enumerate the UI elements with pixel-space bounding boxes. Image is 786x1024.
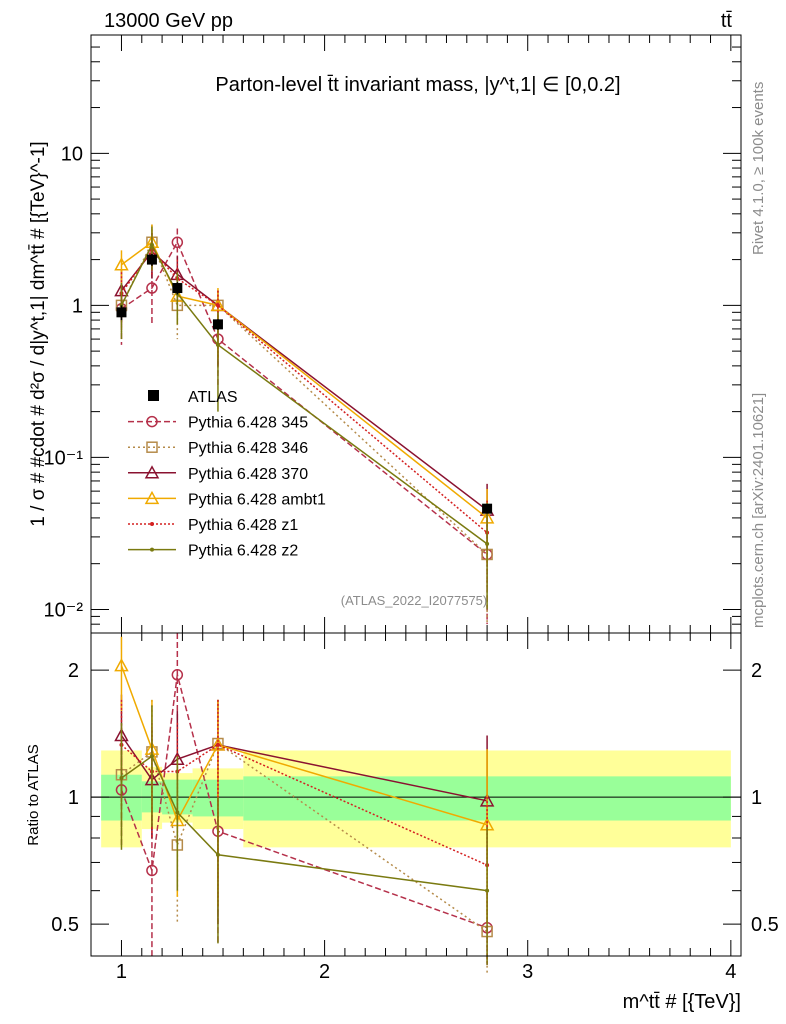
ratio-xtick-label: 1 bbox=[116, 961, 127, 983]
ratio-point bbox=[215, 852, 220, 857]
atlas-point bbox=[146, 254, 157, 265]
main-point bbox=[149, 242, 154, 247]
legend-marker-atlas bbox=[148, 390, 159, 401]
legend-marker bbox=[150, 522, 154, 526]
ratio-point bbox=[175, 810, 180, 815]
header-right: tt̄ bbox=[721, 10, 733, 32]
analysis-watermark: (ATLAS_2022_I2077575) bbox=[341, 593, 487, 608]
legend-marker bbox=[144, 490, 160, 505]
ratio-series bbox=[119, 705, 490, 965]
ratio-point bbox=[215, 742, 220, 747]
main-point bbox=[171, 236, 184, 249]
main-ylabel: 1 / σ # #cdot # d²σ / d|y^t,1| dm^tt̄ # … bbox=[28, 141, 49, 526]
ratio-ytick-label-left: 0.5 bbox=[51, 914, 79, 936]
legend: ATLAS Pythia 6.428 345 Pythia 6.428 346 Pyt… bbox=[128, 389, 326, 560]
ratio-ytick-label-right: 1 bbox=[751, 787, 762, 809]
legend-entry: Pythia 6.428 z2 bbox=[128, 543, 298, 560]
main-point bbox=[215, 342, 220, 347]
ratio-point bbox=[146, 864, 158, 877]
ratio-ytick-label-right: 0.5 bbox=[751, 914, 779, 936]
main-series-line bbox=[120, 240, 488, 555]
main-point bbox=[210, 297, 226, 312]
main-ytick-label: 10 bbox=[61, 143, 83, 165]
main-title: Parton-level t̄t invariant mass, |y^t,1|… bbox=[215, 74, 620, 96]
legend-entry: Pythia 6.428 370 bbox=[128, 465, 308, 483]
atlas-point bbox=[116, 307, 127, 318]
ratio-xtick-label: 4 bbox=[725, 961, 736, 983]
ratio-xtick-label: 3 bbox=[522, 961, 533, 983]
main-ytick-label: 1 bbox=[72, 295, 83, 317]
main-ytick-label: 10⁻² bbox=[44, 599, 84, 621]
x-axis-label: m^tt̄ # [{TeV}] bbox=[623, 991, 741, 1013]
legend-marker bbox=[146, 441, 158, 453]
ratio-xtick-label: 2 bbox=[319, 961, 330, 983]
atlas-point bbox=[212, 319, 223, 330]
ratio-point bbox=[119, 776, 124, 781]
main-panel: 10⁻² 10⁻¹ 1 10 Parton-level t̄t invariant m… bbox=[28, 34, 742, 634]
atlas-point bbox=[172, 283, 183, 294]
rivet-label: Rivet 4.1.0, ≥ 100k events bbox=[750, 82, 767, 255]
ratio-point bbox=[485, 888, 490, 893]
legend-entry: Pythia 6.428 ambt1 bbox=[128, 490, 326, 508]
main-frame bbox=[90, 34, 742, 634]
ratio-point bbox=[114, 658, 129, 672]
legend-entry-atlas: ATLAS bbox=[148, 389, 238, 406]
legend-marker bbox=[146, 415, 158, 428]
main-series-line bbox=[120, 249, 488, 534]
legend-label: Pythia 6.428 z1 bbox=[188, 517, 298, 534]
main-ytick-label: 10⁻¹ bbox=[44, 447, 84, 469]
legend-marker bbox=[150, 547, 154, 552]
ratio-series-line bbox=[121, 742, 488, 933]
main-point bbox=[485, 541, 490, 546]
main-ticks: 10⁻² 10⁻¹ 1 10 bbox=[44, 34, 741, 634]
legend-label: Pythia 6.428 346 bbox=[188, 440, 308, 457]
ratio-point bbox=[149, 754, 154, 759]
legend-label: Pythia 6.428 345 bbox=[188, 415, 308, 432]
legend-marker bbox=[144, 465, 160, 479]
ratio-point bbox=[171, 669, 184, 681]
ratio-series bbox=[114, 633, 495, 975]
main-point bbox=[215, 303, 220, 308]
ratio-ytick-label-left: 1 bbox=[68, 787, 79, 809]
legend-entry: Pythia 6.428 346 bbox=[128, 440, 308, 457]
legend-label: Pythia 6.428 370 bbox=[188, 466, 308, 483]
header-left: 13000 GeV pp bbox=[104, 10, 233, 32]
mcplots-label: mcplots.cern.ch [arXiv:2401.10621] bbox=[750, 393, 767, 628]
legend-label: Pythia 6.428 ambt1 bbox=[188, 491, 326, 508]
ratio-panel: 0.5 0.5 1 1 2 2 1 2 3 4 Ratio to ATLAS m^tt̄ # [{… bbox=[25, 632, 779, 1013]
legend-entry: Pythia 6.428 z1 bbox=[128, 517, 298, 534]
atlas-data bbox=[116, 253, 493, 514]
ratio-ylabel: Ratio to ATLAS bbox=[25, 744, 42, 845]
main-point bbox=[114, 257, 129, 271]
ratio-ytick-label-right: 2 bbox=[751, 660, 762, 682]
legend-label-atlas: ATLAS bbox=[188, 389, 238, 406]
ratio-ytick-label-left: 2 bbox=[68, 660, 79, 682]
main-point bbox=[146, 282, 158, 294]
legend-label: Pythia 6.428 z2 bbox=[188, 543, 298, 560]
legend-entry: Pythia 6.428 345 bbox=[128, 415, 308, 432]
ratio-ticks: 0.5 0.5 1 1 2 2 1 2 3 4 bbox=[51, 633, 779, 983]
atlas-point bbox=[482, 503, 493, 514]
ratio-frame bbox=[90, 632, 742, 957]
